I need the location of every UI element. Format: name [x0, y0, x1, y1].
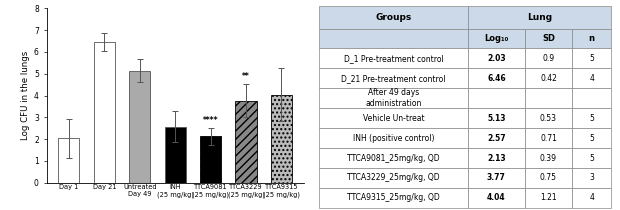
Bar — [468, 108, 525, 128]
Bar — [572, 188, 611, 208]
Text: n: n — [588, 34, 595, 43]
Text: 2.03: 2.03 — [487, 54, 506, 63]
Text: After 49 days
administration: After 49 days administration — [365, 88, 422, 108]
Bar — [572, 88, 611, 108]
Text: **: ** — [242, 72, 250, 81]
Text: Lung: Lung — [527, 13, 552, 22]
Bar — [468, 168, 525, 188]
Text: Groups: Groups — [376, 13, 412, 22]
Bar — [525, 108, 572, 128]
Text: TTCA9315_25mg/kg, QD: TTCA9315_25mg/kg, QD — [347, 193, 440, 202]
Text: 3.77: 3.77 — [487, 173, 506, 182]
Bar — [468, 29, 525, 48]
Bar — [319, 148, 468, 168]
Text: 0.53: 0.53 — [540, 114, 557, 123]
Bar — [525, 148, 572, 168]
Bar — [468, 128, 525, 148]
Bar — [319, 128, 468, 148]
Text: D_1 Pre-treatment control: D_1 Pre-treatment control — [343, 54, 443, 63]
Bar — [58, 138, 79, 183]
Bar — [525, 128, 572, 148]
Bar — [319, 88, 468, 108]
Bar — [572, 148, 611, 168]
Text: 6.46: 6.46 — [487, 74, 506, 83]
Text: 5: 5 — [589, 134, 594, 143]
Y-axis label: Log CFU in the lungs: Log CFU in the lungs — [21, 51, 30, 140]
Bar — [468, 48, 525, 68]
Text: 0.39: 0.39 — [540, 154, 557, 163]
Text: 2.13: 2.13 — [487, 154, 506, 163]
Bar — [319, 6, 468, 29]
Bar — [236, 101, 257, 183]
Bar — [271, 95, 292, 183]
Text: 3: 3 — [589, 173, 594, 182]
Text: 0.42: 0.42 — [540, 74, 557, 83]
Bar — [525, 29, 572, 48]
Text: 0.71: 0.71 — [540, 134, 557, 143]
Bar — [525, 88, 572, 108]
Text: 4: 4 — [589, 193, 594, 202]
Bar — [572, 48, 611, 68]
Bar — [319, 68, 468, 88]
Text: Vehicle Un-treat: Vehicle Un-treat — [363, 114, 425, 123]
Bar — [525, 68, 572, 88]
Text: 1.21: 1.21 — [540, 193, 557, 202]
Text: TTCA9081_25mg/kg, QD: TTCA9081_25mg/kg, QD — [347, 154, 440, 163]
Text: 5: 5 — [589, 114, 594, 123]
Text: 0.9: 0.9 — [542, 54, 554, 63]
Text: 0.75: 0.75 — [540, 173, 557, 182]
Bar — [164, 127, 186, 183]
Text: D_21 Pre-treatment control: D_21 Pre-treatment control — [342, 74, 446, 83]
Text: 5: 5 — [589, 54, 594, 63]
Bar — [468, 148, 525, 168]
Bar — [94, 42, 115, 183]
Text: ****: **** — [203, 116, 218, 125]
Bar — [319, 29, 468, 48]
Bar — [572, 29, 611, 48]
Text: 5.13: 5.13 — [487, 114, 506, 123]
Text: Log₁₀: Log₁₀ — [484, 34, 508, 43]
Bar — [319, 108, 468, 128]
Text: 5: 5 — [589, 154, 594, 163]
Text: TTCA3229_25mg/kg, QD: TTCA3229_25mg/kg, QD — [347, 173, 440, 182]
Bar — [129, 71, 150, 183]
Bar — [319, 48, 468, 68]
Bar — [572, 108, 611, 128]
Text: SD: SD — [542, 34, 555, 43]
Bar — [200, 136, 221, 183]
Bar — [572, 68, 611, 88]
Bar — [468, 6, 611, 29]
Bar — [525, 48, 572, 68]
Text: 4: 4 — [589, 74, 594, 83]
Bar — [319, 168, 468, 188]
Text: 4.04: 4.04 — [487, 193, 506, 202]
Text: 2.57: 2.57 — [487, 134, 506, 143]
Bar — [525, 188, 572, 208]
Bar — [319, 188, 468, 208]
Bar — [468, 188, 525, 208]
Text: INH (positive control): INH (positive control) — [353, 134, 435, 143]
Bar — [468, 68, 525, 88]
Bar — [468, 88, 525, 108]
Bar — [525, 168, 572, 188]
Bar — [572, 128, 611, 148]
Bar — [572, 168, 611, 188]
